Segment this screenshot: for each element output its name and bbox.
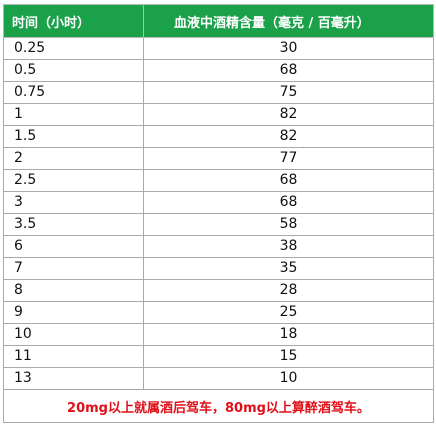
table-row: 7 35 [3, 257, 434, 280]
table-row: 0.5 68 [3, 59, 434, 82]
alcohol-concentration-table: 时间（小时） 血液中酒精含量（毫克 / 百毫升） 0.25 30 0.5 68 0.75… [3, 4, 434, 423]
table-footer: 20mg以上就属酒后驾车，80mg以上算醉酒驾车。 [3, 389, 434, 423]
table-row: 13 10 [3, 367, 434, 390]
footer-row: 20mg以上就属酒后驾车，80mg以上算醉酒驾车。 [3, 389, 434, 423]
alcohol-value-cell: 18 [143, 323, 434, 346]
table-row: 2.5 68 [3, 169, 434, 192]
time-cell: 10 [3, 323, 144, 346]
time-cell: 0.5 [3, 59, 144, 82]
time-cell: 3.5 [3, 213, 144, 236]
time-cell: 9 [3, 301, 144, 324]
table-row: 9 25 [3, 301, 434, 324]
table-row: 6 38 [3, 235, 434, 258]
table-row: 11 15 [3, 345, 434, 368]
table-row: 3 68 [3, 191, 434, 214]
time-cell: 0.75 [3, 81, 144, 104]
time-cell: 1 [3, 103, 144, 126]
time-cell: 13 [3, 367, 144, 390]
alcohol-value-cell: 25 [143, 301, 434, 324]
header-time: 时间（小时） [3, 4, 144, 38]
alcohol-value-cell: 15 [143, 345, 434, 368]
alcohol-value-cell: 77 [143, 147, 434, 170]
table-row: 1.5 82 [3, 125, 434, 148]
alcohol-value-cell: 30 [143, 37, 434, 60]
drunk-driving-note: 20mg以上就属酒后驾车，80mg以上算醉酒驾车。 [3, 389, 434, 423]
time-cell: 6 [3, 235, 144, 258]
alcohol-value-cell: 68 [143, 191, 434, 214]
time-cell: 2 [3, 147, 144, 170]
alcohol-value-cell: 38 [143, 235, 434, 258]
table-row: 0.75 75 [3, 81, 434, 104]
time-cell: 11 [3, 345, 144, 368]
alcohol-value-cell: 35 [143, 257, 434, 280]
alcohol-value-cell: 58 [143, 213, 434, 236]
alcohol-value-cell: 68 [143, 59, 434, 82]
table-body: 0.25 30 0.5 68 0.75 75 1 82 1.5 82 2 77 2.5 68 3 68 3.5 5… [3, 37, 434, 390]
table-row: 2 77 [3, 147, 434, 170]
table-row: 10 18 [3, 323, 434, 346]
header-alcohol-content: 血液中酒精含量（毫克 / 百毫升） [143, 4, 434, 38]
alcohol-value-cell: 28 [143, 279, 434, 302]
alcohol-value-cell: 68 [143, 169, 434, 192]
alcohol-value-cell: 82 [143, 103, 434, 126]
table-row: 3.5 58 [3, 213, 434, 236]
table-row: 0.25 30 [3, 37, 434, 60]
time-cell: 3 [3, 191, 144, 214]
time-cell: 0.25 [3, 37, 144, 60]
time-cell: 8 [3, 279, 144, 302]
time-cell: 1.5 [3, 125, 144, 148]
alcohol-value-cell: 10 [143, 367, 434, 390]
header-row: 时间（小时） 血液中酒精含量（毫克 / 百毫升） [3, 4, 434, 38]
table-header: 时间（小时） 血液中酒精含量（毫克 / 百毫升） [3, 4, 434, 38]
alcohol-value-cell: 82 [143, 125, 434, 148]
time-cell: 7 [3, 257, 144, 280]
table-row: 8 28 [3, 279, 434, 302]
alcohol-value-cell: 75 [143, 81, 434, 104]
table-row: 1 82 [3, 103, 434, 126]
time-cell: 2.5 [3, 169, 144, 192]
